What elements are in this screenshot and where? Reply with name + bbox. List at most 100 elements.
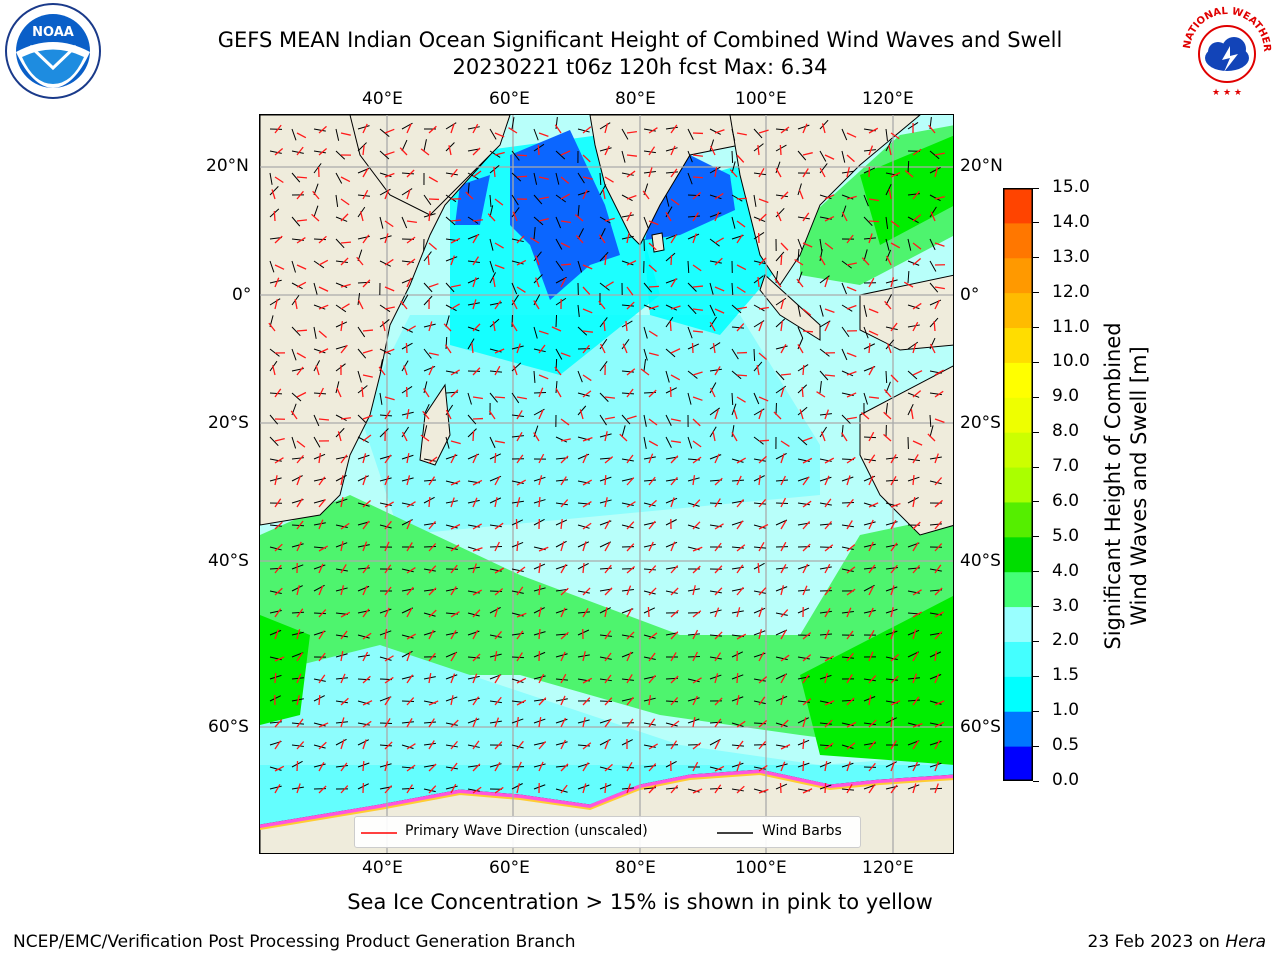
colorbar-tick-label: 10.0: [1052, 351, 1090, 372]
wave-direction-arrow: [274, 672, 277, 684]
wind-barb: [335, 474, 347, 482]
wave-direction-arrow: [868, 396, 880, 399]
colorbar-tick-mark: [1033, 710, 1039, 712]
wind-barb: [489, 436, 496, 449]
wind-barb: [423, 721, 436, 724]
wind-barb: [555, 698, 568, 702]
wave-direction-arrow: [428, 629, 435, 640]
wind-barb: [841, 788, 854, 791]
colorbar-label-line2: Wind Waves and Swell [m]: [1127, 346, 1151, 626]
wave-direction-arrow: [538, 475, 543, 486]
wind-barb: [379, 150, 390, 160]
wave-direction-arrow: [802, 123, 808, 134]
wind-barb: [797, 124, 810, 130]
wave-direction-arrow: [296, 264, 307, 270]
wave-direction-arrow: [384, 220, 394, 228]
wind-barb: [819, 566, 832, 570]
wave-direction-arrow: [846, 566, 856, 574]
wave-direction-arrow: [670, 497, 675, 508]
wind-barb: [379, 502, 392, 506]
wind-barb: [775, 161, 781, 174]
wave-direction-arrow: [648, 285, 660, 288]
lat-label-left: 0°: [232, 285, 252, 305]
wind-barb: [775, 722, 788, 727]
wave-direction-arrow: [934, 152, 945, 156]
wave-direction-arrow: [602, 189, 606, 200]
wave-direction-arrow: [472, 277, 477, 288]
wave-direction-arrow: [516, 761, 522, 772]
wave-direction-arrow: [362, 564, 370, 574]
wave-direction-arrow: [890, 675, 899, 684]
wave-direction-arrow: [934, 721, 945, 728]
wind-barb: [401, 360, 409, 372]
wave-direction-arrow: [626, 762, 633, 772]
wind-barb: [357, 544, 370, 548]
wind-barb: [929, 568, 942, 572]
wave-direction-arrow: [274, 457, 284, 464]
wave-direction-arrow: [824, 719, 833, 728]
wave-band-cyan-north: [360, 315, 820, 535]
wave-direction-arrow: [450, 237, 461, 244]
wave-direction-arrow: [758, 198, 769, 204]
wave-direction-arrow: [692, 176, 704, 179]
wave-direction-arrow: [626, 154, 638, 157]
wave-direction-arrow: [274, 299, 278, 310]
wave-direction-arrow: [450, 783, 457, 794]
wind-barb: [445, 336, 448, 350]
wave-direction-arrow: [538, 628, 541, 640]
wave-direction-arrow: [648, 695, 652, 706]
wind-barb: [753, 436, 764, 445]
wave-direction-arrow: [780, 654, 790, 662]
wave-direction-arrow: [406, 607, 413, 618]
wave-direction-arrow: [648, 587, 657, 596]
wind-barb: [863, 543, 876, 548]
wave-direction-arrow: [538, 496, 541, 508]
wind-barb: [313, 414, 320, 427]
wind-barb: [533, 251, 542, 262]
wind-barb: [313, 436, 321, 448]
wind-barb: [753, 630, 766, 636]
wind-barb: [291, 348, 297, 361]
wave-direction-arrow: [692, 212, 699, 222]
wind-barb: [357, 348, 367, 359]
wave-direction-arrow: [626, 301, 635, 310]
wave-direction-arrow: [318, 125, 327, 134]
wind-barb: [555, 741, 568, 746]
wave-direction-arrow: [934, 299, 941, 310]
wind-barb: [863, 392, 869, 405]
wave-direction-arrow: [318, 741, 327, 750]
wave-direction-arrow: [362, 720, 372, 728]
wave-direction-arrow: [846, 607, 852, 618]
wave-direction-arrow: [406, 220, 417, 224]
wave-direction-arrow: [841, 432, 848, 442]
wave-direction-arrow: [736, 785, 745, 794]
wave-direction-arrow: [384, 676, 394, 684]
wave-band-bright-green-sw: [260, 615, 310, 725]
wind-barb: [445, 256, 458, 262]
wave-direction-arrow: [604, 674, 612, 684]
wave-direction-arrow: [516, 586, 524, 596]
wave-direction-arrow: [516, 235, 525, 244]
wave-direction-arrow: [582, 286, 591, 295]
wave-direction-arrow: [472, 696, 480, 706]
wave-direction-arrow: [736, 740, 744, 750]
wind-barb: [621, 150, 626, 163]
wave-direction-arrow: [560, 587, 569, 596]
wind-barb: [621, 128, 629, 140]
wind-barb: [841, 150, 846, 163]
wave-direction-arrow: [604, 718, 612, 728]
wave-direction-arrow: [538, 132, 549, 138]
wind-barb: [907, 341, 919, 350]
wave-band-green-south: [260, 495, 953, 755]
wind-barb: [599, 678, 612, 682]
wind-barb: [841, 656, 854, 659]
wave-direction-arrow: [888, 189, 892, 200]
wave-direction-arrow: [516, 497, 521, 508]
wind-barb: [489, 545, 503, 548]
wind-barb: [907, 260, 920, 266]
wind-barb: [665, 316, 674, 328]
wind-barb: [797, 700, 810, 703]
wind-barb: [819, 163, 828, 174]
wind-barb: [489, 370, 502, 373]
colorbar-segment: [1003, 711, 1033, 747]
